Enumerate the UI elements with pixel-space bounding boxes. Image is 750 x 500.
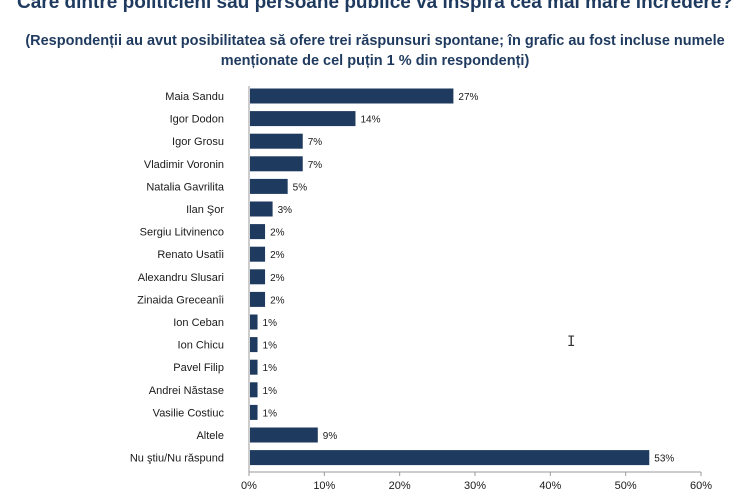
value-label: 7% bbox=[308, 137, 323, 148]
value-label: 2% bbox=[270, 250, 285, 261]
x-tick-label: 0% bbox=[241, 480, 257, 492]
bar bbox=[250, 246, 266, 262]
chart-subtitle: (Respondenții au avut posibilitatea să o… bbox=[25, 33, 725, 69]
x-tick-label: 20% bbox=[389, 480, 411, 492]
category-label: Ilan Şor bbox=[186, 204, 224, 216]
category-label: Ion Chicu bbox=[178, 340, 224, 352]
value-label: 2% bbox=[270, 228, 285, 239]
category-label: Vasilie Costiuc bbox=[153, 407, 225, 419]
x-tick-label: 60% bbox=[690, 480, 712, 492]
category-label: Pavel Filip bbox=[173, 362, 224, 374]
category-label: Igor Grosu bbox=[172, 136, 224, 148]
category-label: Igor Dodon bbox=[170, 114, 224, 126]
value-label: 14% bbox=[360, 115, 380, 126]
value-label: 1% bbox=[263, 363, 278, 374]
value-label: 2% bbox=[270, 295, 285, 306]
bar bbox=[250, 314, 258, 330]
bar bbox=[250, 88, 454, 104]
category-label: Ion Ceban bbox=[173, 317, 224, 329]
value-label: 1% bbox=[263, 318, 278, 329]
x-tick-label: 30% bbox=[464, 480, 486, 492]
x-tick-label: 10% bbox=[313, 480, 335, 492]
value-label: 1% bbox=[263, 386, 278, 397]
category-label: Zinaida Greceanîi bbox=[137, 294, 224, 306]
chart-title: Care dintre politicieni sau persoane pub… bbox=[17, 0, 733, 13]
bar bbox=[250, 133, 303, 149]
value-label: 7% bbox=[308, 160, 323, 171]
bar bbox=[250, 178, 288, 194]
category-label: Nu ştiu/Nu răspund bbox=[130, 453, 224, 465]
bar bbox=[250, 404, 258, 420]
category-label: Vladimir Voronin bbox=[144, 159, 224, 171]
bar bbox=[250, 450, 650, 466]
x-tick-label: 40% bbox=[539, 480, 561, 492]
text-cursor-icon: I bbox=[567, 334, 576, 350]
bar bbox=[250, 156, 303, 172]
value-label: 5% bbox=[293, 182, 308, 193]
bar bbox=[250, 291, 266, 307]
bar bbox=[250, 382, 258, 398]
bar bbox=[250, 427, 318, 443]
bar bbox=[250, 337, 258, 353]
bar bbox=[250, 269, 266, 285]
category-label: Sergiu Litvinenco bbox=[140, 227, 224, 239]
value-label: 3% bbox=[278, 205, 293, 216]
category-label: Altele bbox=[196, 430, 224, 442]
x-tick-label: 50% bbox=[615, 480, 637, 492]
category-label: Andrei Năstase bbox=[149, 385, 224, 397]
value-label: 53% bbox=[654, 454, 674, 465]
value-label: 9% bbox=[323, 431, 338, 442]
category-label: Natalia Gavrilita bbox=[146, 181, 225, 193]
bar bbox=[250, 224, 266, 240]
category-label: Maia Sandu bbox=[165, 91, 224, 103]
category-label: Alexandru Slusari bbox=[138, 272, 224, 284]
value-label: 1% bbox=[263, 341, 278, 352]
bar bbox=[250, 201, 273, 217]
value-label: 2% bbox=[270, 273, 285, 284]
value-label: 1% bbox=[263, 408, 278, 419]
value-label: 27% bbox=[458, 92, 478, 103]
category-label: Renato Usatîi bbox=[157, 249, 224, 261]
bar bbox=[250, 359, 258, 375]
bar bbox=[250, 111, 356, 127]
